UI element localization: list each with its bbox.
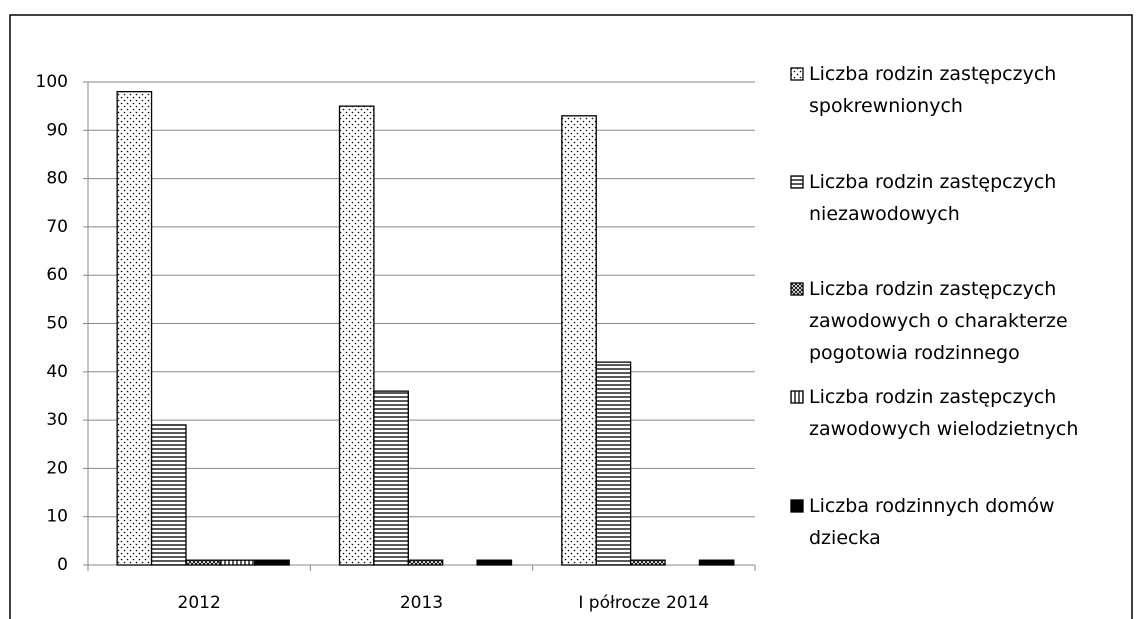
bar <box>407 559 444 566</box>
legend-label: Liczba rodzin zastępczych spokrewnionych <box>809 63 1057 117</box>
y-tick-label: 20 <box>46 458 68 478</box>
bar <box>595 361 632 566</box>
y-tick-label: 0 <box>57 555 68 575</box>
bar <box>338 105 375 566</box>
bar <box>219 559 256 566</box>
legend-swatch <box>790 67 804 81</box>
legend-label: Liczba rodzinnych domów dziecka <box>809 495 1055 549</box>
frame <box>9 14 1133 619</box>
legend-label: Liczba rodzin zastępczych zawodowych o c… <box>809 278 1068 364</box>
x-tick-label: 2013 <box>400 593 443 613</box>
x-tick-label: 2012 <box>178 593 221 613</box>
legend-label: Liczba rodzin zastępczych zawodowych wie… <box>809 386 1079 440</box>
y-tick-label: 60 <box>46 265 68 285</box>
legend-item: Liczba rodzinnych domów dziecka <box>790 490 1124 554</box>
y-tick-label: 80 <box>46 169 68 189</box>
legend-swatch <box>790 390 804 404</box>
y-tick-label: 90 <box>46 120 68 140</box>
legend-item: Liczba rodzin zastępczych zawodowych o c… <box>790 273 1124 369</box>
bar <box>185 559 222 566</box>
bar <box>116 91 153 566</box>
bar <box>373 390 409 566</box>
bar <box>476 559 513 566</box>
bar <box>629 559 666 566</box>
legend-item: Liczba rodzin zastępczych niezawodowych <box>790 166 1124 230</box>
legend-swatch-box <box>790 175 804 189</box>
bar <box>561 115 597 566</box>
y-tick-label: 70 <box>46 217 68 237</box>
bar <box>698 559 735 566</box>
y-tick-label: 100 <box>36 72 68 92</box>
bar <box>150 424 187 566</box>
legend-label: Liczba rodzin zastępczych niezawodowych <box>809 171 1057 225</box>
legend-swatch <box>790 499 804 513</box>
legend-swatch <box>790 282 804 296</box>
y-tick-label: 50 <box>46 314 68 334</box>
y-tick-label: 10 <box>46 507 68 527</box>
legend-item: Liczba rodzin zastępczych spokrewnionych <box>790 58 1124 122</box>
y-tick-label: 40 <box>46 362 68 382</box>
legend-swatch <box>790 175 804 189</box>
y-tick-label: 30 <box>46 410 68 430</box>
legend-swatch-box <box>790 499 804 513</box>
legend-swatch-box <box>790 390 804 404</box>
legend-swatch-box <box>790 67 804 81</box>
bar <box>254 559 290 566</box>
x-tick-label: I półrocze 2014 <box>578 593 709 613</box>
legend-item: Liczba rodzin zastępczych zawodowych wie… <box>790 381 1124 445</box>
legend-swatch-box <box>790 282 804 296</box>
